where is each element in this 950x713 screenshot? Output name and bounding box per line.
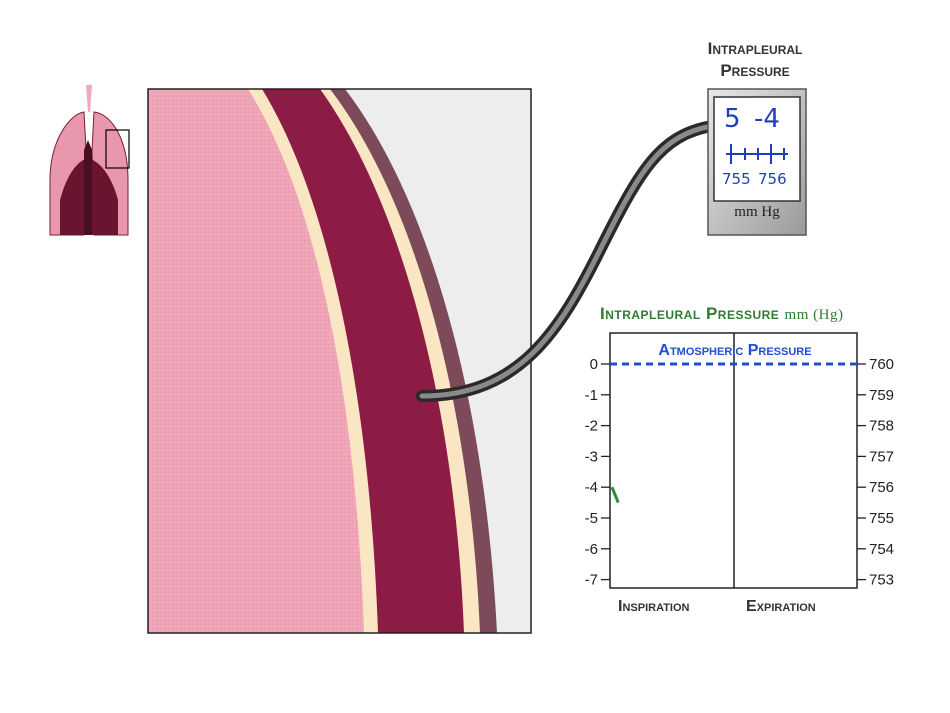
right-axis-label: 757 <box>869 448 894 465</box>
right-axis-label: 753 <box>869 572 894 589</box>
left-axis-label: -4 <box>585 479 598 496</box>
gauge-scale-left: 755 <box>722 170 751 188</box>
gauge-big-right: -4 <box>754 104 780 134</box>
right-axis-label: 758 <box>869 418 894 435</box>
right-axis-label: 754 <box>869 541 894 558</box>
magnified-panel <box>148 89 531 633</box>
left-axis-label: -1 <box>585 387 598 404</box>
chart-title-unit: mm (Hg) <box>784 307 844 323</box>
zoom-box <box>105 129 130 169</box>
gauge-title-line1: Intrapleural <box>707 39 803 58</box>
phase-label-expiration: Expiration <box>746 598 816 615</box>
right-axis-label: 760 <box>869 356 894 373</box>
phase-label-inspiration: Inspiration <box>618 598 690 615</box>
left-axis-label: -3 <box>585 448 598 465</box>
atmospheric-pressure-label: Atmospheric Pressure <box>658 342 812 359</box>
lung-thumbnail <box>49 85 130 236</box>
chart-title: Intrapleural Pressure mm (Hg) <box>600 304 900 324</box>
gauge-title: Intrapleural Pressure <box>680 38 830 82</box>
left-axis-label: 0 <box>590 356 598 373</box>
gauge-unit: mm Hg <box>734 204 780 220</box>
left-axis-label: -2 <box>585 418 598 435</box>
right-axis-label: 759 <box>869 387 894 404</box>
left-axis-label: -6 <box>585 541 598 558</box>
right-axis-label: 756 <box>869 479 894 496</box>
right-axis-label: 755 <box>869 510 894 527</box>
chart-title-text: Intrapleural Pressure <box>600 304 780 323</box>
gauge-big-left: 5 <box>724 104 741 134</box>
pressure-gauge <box>707 88 807 236</box>
gauge-scale-right: 756 <box>758 170 787 188</box>
left-axis-label: -5 <box>585 510 598 527</box>
pressure-trace <box>610 486 620 504</box>
left-axis-label: -7 <box>585 572 598 589</box>
pressure-chart: 0 -1 -2 -3 -4 -5 -6 -7 760 759 758 757 756 755 754 753 <box>585 332 894 589</box>
gauge-title-line2: Pressure <box>720 61 790 80</box>
